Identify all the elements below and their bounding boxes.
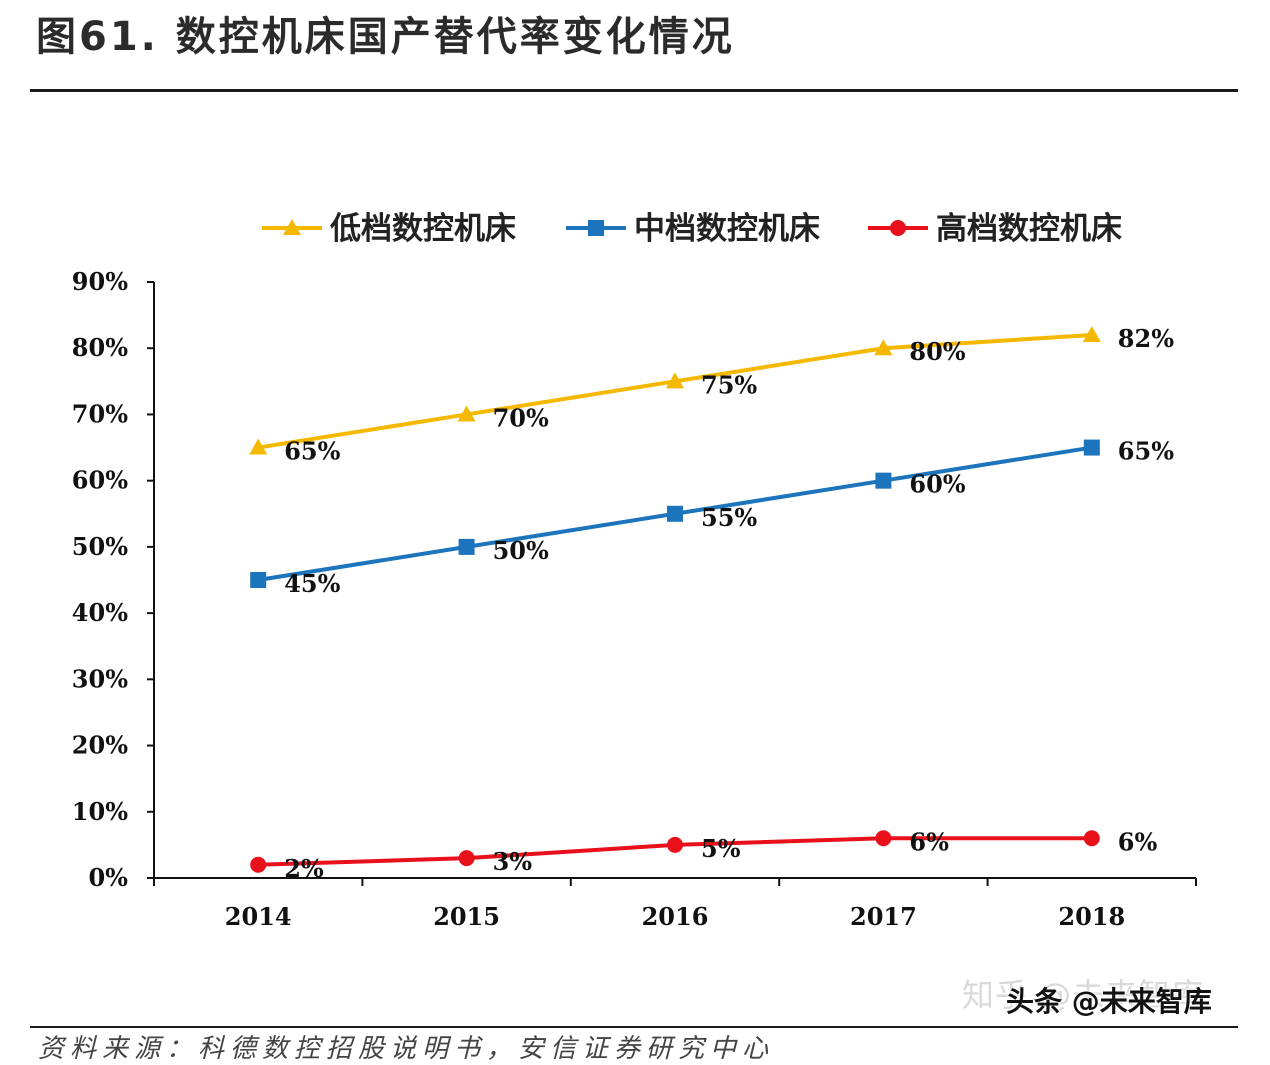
- x-tick-label: 2018: [1058, 902, 1125, 931]
- chart-axes: 0% 10% 20% 30% 40% 50% 60% 70% 80% 90% 2014 2015 201…: [72, 267, 1197, 931]
- data-point-triangle: [874, 339, 893, 356]
- data-label: 3%: [493, 847, 533, 876]
- data-point-square: [250, 572, 267, 588]
- legend-label-1: 中档数控机床: [634, 211, 820, 247]
- data-label: 70%: [493, 403, 549, 432]
- data-label: 75%: [701, 370, 757, 399]
- y-tick-label: 70%: [72, 399, 128, 428]
- figure-title: 图61. 数控机床国产替代率变化情况: [36, 14, 735, 60]
- data-label: 65%: [1118, 437, 1174, 466]
- data-label: 2%: [284, 854, 324, 883]
- y-tick-label: 10%: [72, 797, 128, 826]
- data-point-triangle: [1082, 325, 1101, 342]
- source-note: 资料来源：科德数控招股说明书，安信证券研究中心: [38, 1034, 775, 1064]
- chart-data-labels: 65% 70% 75% 80% 82% 45% 50% 55% 60% 65% 2% 3% 5% 6% 6%: [284, 324, 1174, 883]
- data-point-circle: [458, 850, 475, 867]
- data-point-square: [458, 538, 475, 555]
- watermark-toutiao: 头条 @未来智库: [1006, 985, 1212, 1018]
- y-tick-label: 90%: [72, 267, 128, 296]
- data-label: 45%: [284, 569, 340, 598]
- data-label: 50%: [493, 536, 549, 565]
- legend-marker-circle: [890, 220, 906, 236]
- y-tick-label: 60%: [72, 466, 128, 495]
- data-label: 55%: [701, 503, 757, 532]
- y-tick-label: 20%: [72, 731, 128, 760]
- chart-legend: 低档数控机床 中档数控机床 高档数控机床: [262, 211, 1122, 247]
- series-line-0: [257, 332, 1092, 450]
- data-label: 82%: [1118, 324, 1174, 353]
- data-point-triangle: [457, 405, 476, 422]
- data-point-circle: [1083, 830, 1100, 847]
- watermark-zhihu: 知乎 @未来智库: [962, 976, 1205, 1014]
- data-label: 80%: [909, 337, 965, 366]
- data-point-triangle: [666, 372, 684, 389]
- x-tick-label: 2017: [850, 902, 917, 931]
- chart-series: [249, 325, 1101, 873]
- data-point-square: [875, 472, 892, 489]
- data-label: 60%: [909, 470, 965, 499]
- data-label: 65%: [284, 437, 340, 466]
- legend-label-0: 低档数控机床: [329, 211, 516, 247]
- data-point-square: [1083, 439, 1100, 456]
- legend-marker-triangle: [283, 219, 301, 235]
- y-tick-label: 0%: [88, 863, 128, 892]
- data-label: 6%: [1118, 827, 1158, 856]
- y-tick-label: 40%: [72, 598, 128, 627]
- y-tick-label: 80%: [72, 333, 128, 362]
- data-point-circle: [875, 830, 892, 847]
- x-tick-label: 2016: [642, 902, 709, 931]
- data-label: 5%: [701, 834, 741, 863]
- title-divider: [30, 89, 1238, 92]
- data-label: 6%: [909, 827, 949, 856]
- y-tick-label: 30%: [72, 664, 128, 693]
- legend-label-2: 高档数控机床: [936, 211, 1122, 247]
- data-point-square: [667, 505, 683, 522]
- source-divider: [30, 1026, 1238, 1028]
- legend-marker-square: [588, 220, 604, 236]
- y-tick-label: 50%: [72, 532, 128, 561]
- data-point-triangle: [249, 438, 268, 455]
- x-tick-label: 2015: [433, 902, 500, 931]
- x-tick-label: 2014: [225, 902, 292, 931]
- data-point-circle: [250, 856, 267, 873]
- data-point-circle: [667, 836, 683, 853]
